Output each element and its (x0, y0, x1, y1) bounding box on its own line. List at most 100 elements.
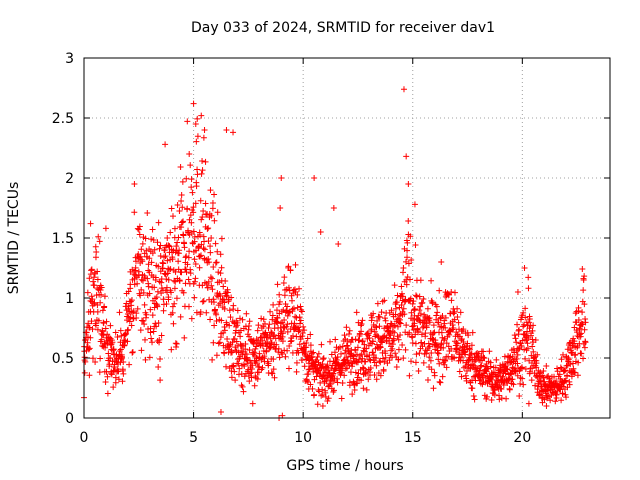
data-point (358, 351, 365, 358)
data-point (297, 303, 304, 310)
data-point (578, 350, 585, 357)
data-point (275, 345, 282, 352)
data-point (249, 362, 256, 369)
data-point (431, 372, 438, 379)
data-point (331, 349, 338, 356)
data-point (159, 259, 166, 266)
data-point (221, 350, 228, 357)
data-point (333, 356, 340, 363)
data-point (504, 379, 511, 386)
data-point (411, 201, 418, 208)
data-point (296, 314, 303, 321)
data-point (184, 205, 191, 212)
data-point (205, 278, 212, 285)
data-point (389, 341, 396, 348)
data-point (178, 191, 185, 198)
data-point (400, 265, 407, 272)
data-point (571, 338, 578, 345)
data-point (178, 197, 185, 204)
data-point (98, 336, 105, 343)
data-point (458, 336, 465, 343)
data-point (311, 376, 318, 383)
data-point (365, 332, 372, 339)
data-point (269, 370, 276, 377)
data-point (106, 334, 113, 341)
data-point (422, 330, 429, 337)
data-point (430, 322, 437, 329)
x-tick-label: 5 (189, 430, 198, 446)
data-point (458, 373, 465, 380)
data-point (151, 284, 158, 291)
data-point (203, 309, 210, 316)
data-point (190, 100, 197, 107)
data-point (400, 305, 407, 312)
data-point (330, 205, 337, 211)
data-point (146, 255, 153, 262)
data-points (81, 86, 589, 421)
data-point (344, 342, 351, 349)
data-point (486, 348, 493, 355)
data-point (377, 372, 384, 379)
data-point (450, 310, 457, 317)
data-point (471, 373, 478, 380)
data-point (192, 200, 199, 207)
data-point (234, 319, 241, 326)
data-point (374, 333, 381, 340)
data-point (273, 341, 280, 348)
data-point (273, 307, 280, 314)
data-point (324, 397, 331, 404)
data-point (110, 384, 117, 391)
data-point (407, 233, 414, 240)
data-point (167, 266, 174, 273)
data-point (390, 337, 397, 344)
data-point (581, 326, 588, 333)
data-point (81, 354, 88, 361)
data-point (156, 356, 163, 363)
data-point (281, 274, 288, 281)
data-point (236, 315, 243, 322)
data-point (543, 403, 550, 409)
data-point (380, 366, 387, 373)
data-point (403, 281, 410, 288)
data-point (518, 342, 525, 349)
data-point (442, 314, 449, 321)
data-point (388, 307, 395, 314)
data-point (402, 296, 409, 303)
data-point (457, 309, 464, 316)
data-point (208, 212, 215, 219)
data-point (146, 290, 153, 297)
data-point (552, 398, 559, 405)
data-point (210, 339, 217, 346)
data-point (352, 369, 359, 376)
data-point (543, 363, 550, 370)
data-point (418, 331, 425, 338)
x-tick-label: 0 (80, 430, 89, 446)
data-point (89, 296, 96, 303)
data-point (489, 376, 495, 383)
data-point (279, 338, 286, 345)
x-axis-title: GPS time / hours (286, 458, 403, 474)
data-point (412, 359, 419, 366)
data-point (451, 316, 458, 323)
data-point (352, 347, 359, 354)
data-point (192, 261, 199, 268)
data-point (285, 284, 292, 291)
data-point (352, 336, 359, 343)
data-point (297, 336, 304, 343)
data-point (525, 400, 532, 407)
data-point (514, 321, 521, 328)
data-point (109, 339, 116, 346)
data-point (398, 301, 405, 308)
data-point (379, 355, 386, 362)
data-point (580, 287, 587, 294)
data-point (160, 307, 167, 314)
data-point (270, 356, 277, 363)
data-point (382, 354, 389, 361)
data-point (303, 377, 310, 384)
chart-title: Day 033 of 2024, SRMTID for receiver dav… (191, 20, 495, 36)
data-point (577, 333, 584, 340)
data-point (251, 382, 258, 389)
data-point (94, 326, 101, 333)
data-point (530, 322, 537, 329)
